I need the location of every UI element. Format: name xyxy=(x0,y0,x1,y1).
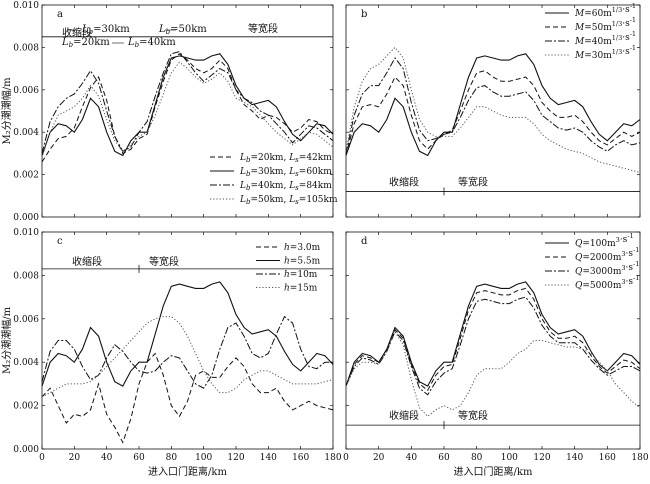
series-line-2 xyxy=(41,51,334,154)
zone-annotation: Lb=30km xyxy=(81,24,130,36)
x-tick-label: 160 xyxy=(292,453,309,463)
legend-label: Q=5000m3·s-1 xyxy=(575,274,639,291)
x-tick-label: 180 xyxy=(324,453,341,463)
y-tick-label: 0.000 xyxy=(13,213,39,223)
x-tick-label: 0 xyxy=(343,453,349,463)
x-tick-label: 120 xyxy=(227,453,244,463)
y-tick-label: 0.010 xyxy=(13,228,39,238)
x-tick-label: 20 xyxy=(373,453,385,463)
x-axis-label: 进入口门距离/km xyxy=(454,465,533,478)
legend-label: h=3.0m xyxy=(284,243,321,253)
x-tick-label: 160 xyxy=(599,453,616,463)
y-tick-label: 0.006 xyxy=(13,315,39,325)
zone-annotation: 收缩段 xyxy=(72,255,102,268)
legend-label: h=5.5m xyxy=(284,257,321,267)
series-line-1 xyxy=(345,287,641,392)
x-tick-label: 60 xyxy=(438,453,450,463)
panel-b: b M=60m1/3·s-1M=50m1/3·s-1M=40m1/3·s-1M=3… xyxy=(345,2,641,218)
plot-frame xyxy=(345,231,641,450)
panel-d: 0 20 40 60 80 100 120 140 160 180 d Q=100m3·s-1Q=20… xyxy=(343,231,649,478)
legend-label: M=30m1/3·s-1 xyxy=(574,44,636,61)
zone-annotation: Lb=20km xyxy=(61,37,110,49)
legend-label: Q=2000m3·s-1 xyxy=(575,246,639,263)
y-tick-label: 0.008 xyxy=(13,271,39,281)
x-tick-label: 60 xyxy=(133,453,145,463)
plot-frame xyxy=(345,4,641,218)
y-tick-label: 0.004 xyxy=(13,128,39,138)
zone-annotation: 收缩段 xyxy=(62,26,92,39)
x-tick-label: 100 xyxy=(195,453,212,463)
series-line-1 xyxy=(41,281,334,387)
series-line-3 xyxy=(345,330,641,418)
y-tick-label: 0.004 xyxy=(13,358,39,368)
zone-annotation: 收缩段 xyxy=(389,176,419,189)
legend-label: Lb=50km, Ls=105km xyxy=(239,195,338,206)
x-axis-label: 进入口门距离/km xyxy=(148,465,227,478)
zone-annotation: 等宽段 xyxy=(149,255,179,268)
legend-label: Lb=40km, Ls=84km xyxy=(239,181,332,192)
y-axis-label: M₂分潮潮幅/m xyxy=(0,77,13,145)
series-line-0 xyxy=(345,53,641,157)
x-tick-label: 0 xyxy=(39,453,45,463)
panel-letter: c xyxy=(57,236,63,247)
legend-label: M=60m1/3·s-1 xyxy=(574,2,636,19)
y-tick-label: 0.006 xyxy=(13,86,39,96)
legend-label: Lb=20km, Ls=42km xyxy=(239,153,332,164)
x-tick-label: 20 xyxy=(69,453,81,463)
series-line-2 xyxy=(345,57,641,154)
x-tick-label: 40 xyxy=(406,453,418,463)
series-line-0 xyxy=(41,53,334,163)
y-tick-label: 0.002 xyxy=(13,402,39,412)
zone-annotation: Lb=40km xyxy=(127,37,176,49)
x-tick-label: 100 xyxy=(501,453,518,463)
y-tick-label: 0.002 xyxy=(13,171,39,181)
plot-frame xyxy=(41,4,334,218)
panel-letter: b xyxy=(361,9,367,20)
legend-label: M=40m1/3·s-1 xyxy=(574,30,636,47)
zone-annotation: 等宽段 xyxy=(248,22,278,35)
x-tick-label: 140 xyxy=(566,453,583,463)
zone-annotation: 等宽段 xyxy=(458,176,488,189)
x-tick-label: 80 xyxy=(166,453,178,463)
y-tick-label: 0.010 xyxy=(13,1,39,11)
panel-letter: d xyxy=(361,236,368,247)
zone-annotation: Lb=50km xyxy=(158,24,207,36)
y-axis-label: M₂分潮潮幅/m xyxy=(0,306,13,374)
x-tick-label: 80 xyxy=(471,453,483,463)
y-tick-label: 0.000 xyxy=(13,445,39,455)
series-line-2 xyxy=(41,315,333,389)
legend-label: Lb=30km, Ls=60km xyxy=(239,167,332,178)
zone-annotation: 收缩段 xyxy=(389,409,419,422)
legend-label: M=50m1/3·s-1 xyxy=(574,16,636,33)
legend-label: h=10m xyxy=(284,270,318,280)
panel-a: 0.0000.0020.0040.0060.0080.010a收缩段Lb=20k… xyxy=(0,1,338,223)
legend-label: h=15m xyxy=(284,284,318,294)
plot-frame xyxy=(41,231,334,450)
panel-letter: a xyxy=(57,9,63,20)
legend-label: Q=100m3·s-1 xyxy=(575,232,634,249)
x-tick-label: 120 xyxy=(533,453,550,463)
series-line-3 xyxy=(41,316,334,398)
x-tick-label: 180 xyxy=(631,453,648,463)
y-tick-label: 0.008 xyxy=(13,43,39,53)
panel-c: 0 20 40 60 80 100 120 140 160 180 0.000 0.002 0.004 0… xyxy=(0,228,342,478)
series-line-3 xyxy=(41,61,334,158)
x-tick-label: 140 xyxy=(260,453,277,463)
series-line-0 xyxy=(345,281,641,387)
legend-label: Q=3000m3·s-1 xyxy=(575,260,639,277)
zone-annotation: 等宽段 xyxy=(458,409,488,422)
x-tick-label: 40 xyxy=(101,453,113,463)
series-line-2 xyxy=(345,296,641,396)
series-line-0 xyxy=(41,352,334,444)
series-line-1 xyxy=(345,70,641,156)
series-line-1 xyxy=(41,53,334,157)
